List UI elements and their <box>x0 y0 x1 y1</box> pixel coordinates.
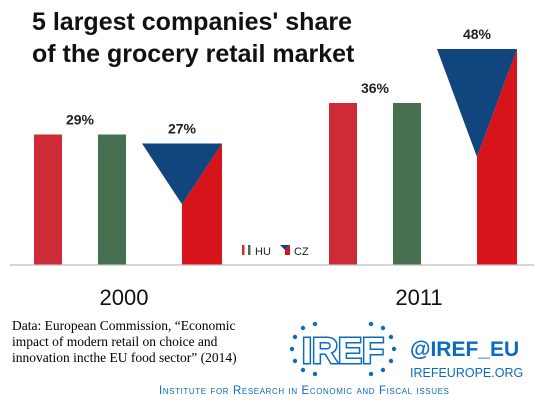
hu-value-label-2000: 29% <box>66 112 95 128</box>
cz-bar-2000-blue <box>142 143 222 205</box>
hu-value-label-2011: 36% <box>361 80 390 96</box>
legend-hu-swatch-2 <box>245 245 248 255</box>
legend-cz-swatch-red <box>285 245 290 255</box>
legend: HU CZ <box>242 245 309 258</box>
legend-hu-swatch-3 <box>248 245 251 255</box>
legend-cz-swatch-blue <box>280 245 290 250</box>
hu-bar-2000-stripe-2 <box>66 134 94 265</box>
legend-hu-swatch-1 <box>242 245 245 255</box>
x-tick-label-2011: 2011 <box>395 285 442 310</box>
institute-name: Institute for Research in Economic and F… <box>159 385 450 397</box>
plot-area: 29% 27% 36% 48% <box>34 26 517 265</box>
hu-bar-2011-stripe-2 <box>361 103 389 265</box>
hu-bar-2000-stripe-3 <box>98 134 126 265</box>
logo-star-ring-icon <box>289 321 397 377</box>
hu-bar-2000-stripe-1 <box>34 134 62 265</box>
source-note: Data: European Commission, “Economic imp… <box>12 318 237 365</box>
iref-logo: IREF <box>289 321 397 377</box>
hu-bar-2011-stripe-1 <box>329 103 357 265</box>
legend-cz-label: CZ <box>294 246 309 258</box>
cz-value-label-2011: 48% <box>463 26 492 42</box>
cz-bar-2000-red <box>182 143 222 265</box>
legend-hu-label: HU <box>255 246 271 258</box>
website-link[interactable]: IREFEUROPE.ORG <box>410 366 524 380</box>
cz-value-label-2000: 27% <box>168 121 197 137</box>
cz-bar-2011-blue <box>437 49 517 157</box>
logo-wordmark: IREF <box>302 330 384 371</box>
twitter-handle: @IREF_EU <box>410 338 520 361</box>
cz-bar-2011-red <box>477 49 517 265</box>
chart-title-line-2: of the grocery retail market <box>32 40 355 68</box>
hu-bar-2011-stripe-3 <box>393 103 421 265</box>
chart-title-line-1: 5 largest companies' share <box>32 8 352 36</box>
x-tick-label-2000: 2000 <box>100 285 149 310</box>
